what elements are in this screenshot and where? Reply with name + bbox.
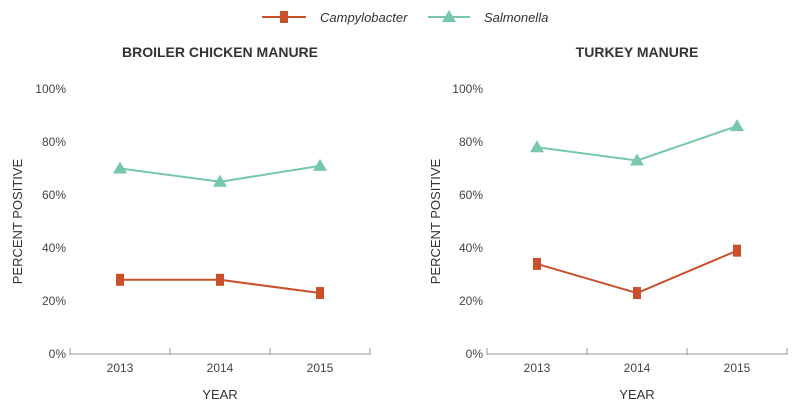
y-tick-label: 60% bbox=[459, 188, 483, 202]
y-tick-label: 100% bbox=[35, 82, 66, 96]
y-tick-label: 100% bbox=[452, 82, 483, 96]
y-axis-label: PERCENT POSITIVE bbox=[10, 158, 25, 284]
data-point-campylobacter-2013 bbox=[533, 257, 541, 270]
y-tick-label: 40% bbox=[459, 241, 483, 255]
x-axis-label: YEAR bbox=[202, 387, 237, 402]
legend-item-campylobacter: Campylobacter bbox=[262, 10, 408, 25]
series-line-campylobacter bbox=[536, 249, 738, 295]
y-tick-label: 20% bbox=[42, 294, 66, 308]
x-tick-label-2015: 2015 bbox=[307, 361, 334, 375]
series-campylobacter bbox=[533, 244, 741, 300]
legend-label-salmonella: Salmonella bbox=[484, 10, 548, 25]
x-tick-label-2014: 2014 bbox=[207, 361, 234, 375]
data-point-campylobacter-2015 bbox=[733, 244, 741, 257]
panel-title: BROILER CHICKEN MANURE bbox=[122, 44, 318, 60]
x-tick-label-2013: 2013 bbox=[524, 361, 551, 375]
turkey-panel: TURKEY MANURE 0% 20% 40% 60% 80% 100% 2013 2014 2… bbox=[428, 44, 788, 402]
data-point-salmonella-2015 bbox=[730, 119, 744, 132]
y-tick-label: 0% bbox=[49, 347, 67, 361]
x-tick-label-2015: 2015 bbox=[724, 361, 751, 375]
y-tick-label: 0% bbox=[466, 347, 484, 361]
y-tick-label: 80% bbox=[42, 135, 66, 149]
panel-title: TURKEY MANURE bbox=[576, 44, 699, 60]
legend-marker-salmonella bbox=[442, 10, 456, 22]
legend-marker-campylobacter bbox=[280, 11, 288, 23]
data-point-salmonella-2015 bbox=[313, 158, 327, 171]
y-tick-label: 40% bbox=[42, 241, 66, 255]
broiler-chicken-panel: BROILER CHICKEN MANURE 0% 20% 40% 60% 80% 100%… bbox=[10, 44, 371, 402]
data-point-salmonella-2014 bbox=[213, 174, 227, 187]
legend-item-salmonella: Salmonella bbox=[428, 10, 548, 25]
data-point-salmonella-2013 bbox=[530, 140, 544, 153]
legend-label-campylobacter: Campylobacter bbox=[320, 10, 408, 25]
y-tick-label: 20% bbox=[459, 294, 483, 308]
x-tick-label-2013: 2013 bbox=[107, 361, 134, 375]
x-axis-label: YEAR bbox=[619, 387, 654, 402]
x-tick-label-2014: 2014 bbox=[624, 361, 651, 375]
y-axis-label: PERCENT POSITIVE bbox=[428, 158, 443, 284]
data-point-campylobacter-2015 bbox=[316, 287, 324, 300]
series-salmonella bbox=[530, 119, 744, 166]
legend: Campylobacter Salmonella bbox=[262, 10, 548, 25]
data-point-campylobacter-2014 bbox=[216, 273, 224, 286]
series-salmonella bbox=[113, 158, 327, 187]
series-campylobacter bbox=[116, 273, 324, 300]
y-tick-label: 80% bbox=[459, 135, 483, 149]
data-point-campylobacter-2013 bbox=[116, 273, 124, 286]
y-tick-label: 60% bbox=[42, 188, 66, 202]
data-point-salmonella-2014 bbox=[630, 153, 644, 166]
data-point-campylobacter-2014 bbox=[633, 287, 641, 300]
data-point-salmonella-2013 bbox=[113, 161, 127, 174]
